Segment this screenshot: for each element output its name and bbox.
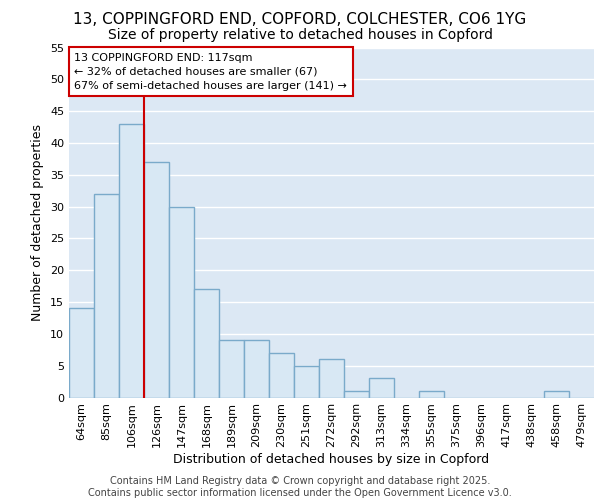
Text: 13, COPPINGFORD END, COPFORD, COLCHESTER, CO6 1YG: 13, COPPINGFORD END, COPFORD, COLCHESTER…	[73, 12, 527, 28]
X-axis label: Distribution of detached houses by size in Copford: Distribution of detached houses by size …	[173, 453, 490, 466]
Y-axis label: Number of detached properties: Number of detached properties	[31, 124, 44, 321]
Bar	[344, 391, 369, 398]
Bar	[194, 290, 219, 398]
Bar	[144, 162, 169, 398]
Bar	[119, 124, 144, 398]
Text: Size of property relative to detached houses in Copford: Size of property relative to detached ho…	[107, 28, 493, 42]
Text: 13 COPPINGFORD END: 117sqm
← 32% of detached houses are smaller (67)
67% of semi: 13 COPPINGFORD END: 117sqm ← 32% of deta…	[74, 53, 347, 91]
Bar	[419, 391, 444, 398]
Bar	[69, 308, 94, 398]
Bar	[319, 360, 344, 398]
Bar	[269, 353, 294, 398]
Bar	[94, 194, 119, 398]
Text: Contains HM Land Registry data © Crown copyright and database right 2025.
Contai: Contains HM Land Registry data © Crown c…	[88, 476, 512, 498]
Bar	[219, 340, 244, 398]
Bar	[544, 391, 569, 398]
Bar	[169, 206, 194, 398]
Bar	[244, 340, 269, 398]
Bar	[294, 366, 319, 398]
Bar	[369, 378, 394, 398]
